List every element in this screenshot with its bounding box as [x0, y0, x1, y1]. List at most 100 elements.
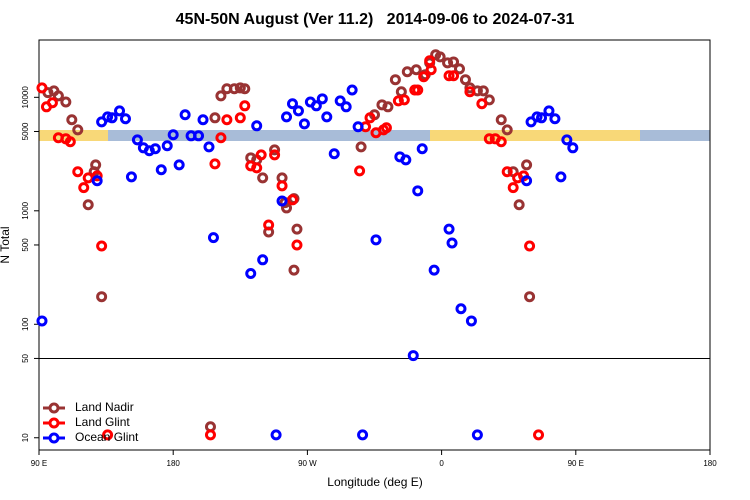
- point: [276, 195, 288, 207]
- legend-label: Land Nadir: [75, 400, 134, 414]
- point: [507, 182, 519, 194]
- point: [513, 199, 525, 211]
- point: [370, 234, 382, 246]
- point: [204, 429, 216, 441]
- point: [412, 185, 424, 197]
- point: [245, 268, 257, 280]
- point: [149, 143, 161, 155]
- x-tick-label: 90 W: [298, 459, 317, 468]
- point: [291, 239, 303, 251]
- point: [82, 172, 94, 184]
- point: [382, 101, 394, 113]
- point: [495, 114, 507, 126]
- x-tick-label: 0: [439, 459, 444, 468]
- point: [46, 97, 58, 109]
- point: [72, 166, 84, 178]
- point: [60, 96, 72, 108]
- point: [221, 114, 233, 126]
- ocean-band: [640, 130, 710, 141]
- point: [455, 303, 467, 315]
- point: [255, 149, 267, 161]
- point: [418, 71, 430, 83]
- point: [114, 105, 126, 117]
- point: [203, 141, 215, 153]
- point: [291, 223, 303, 235]
- point: [533, 429, 545, 441]
- y-tick-label: 10: [21, 433, 30, 442]
- y-tick-label: 50: [21, 353, 30, 362]
- point: [207, 232, 219, 244]
- point: [536, 112, 548, 124]
- point: [91, 175, 103, 187]
- point: [286, 98, 298, 110]
- point: [52, 90, 64, 102]
- point: [36, 82, 48, 94]
- point: [471, 429, 483, 441]
- series: [42, 49, 536, 433]
- point: [501, 124, 513, 136]
- point: [36, 315, 48, 327]
- point: [161, 140, 173, 152]
- series: [36, 55, 545, 441]
- point: [446, 237, 458, 249]
- point: [286, 194, 298, 206]
- point: [328, 148, 340, 160]
- point: [355, 141, 367, 153]
- point: [167, 129, 179, 141]
- point: [476, 98, 488, 110]
- point: [106, 112, 118, 124]
- point: [276, 180, 288, 192]
- point: [400, 154, 412, 166]
- point: [316, 93, 328, 105]
- legend-label: Land Glint: [75, 415, 130, 429]
- x-tick-label: 180: [703, 459, 717, 468]
- point: [239, 100, 251, 112]
- point: [352, 121, 364, 133]
- point: [96, 291, 108, 303]
- point: [410, 64, 422, 76]
- point: [555, 171, 567, 183]
- y-tick-label: 500: [21, 238, 30, 252]
- point: [561, 134, 573, 146]
- point: [269, 144, 281, 156]
- y-axis-label: N Total: [0, 226, 12, 263]
- point: [364, 112, 376, 124]
- point: [257, 172, 269, 184]
- point: [524, 240, 536, 252]
- point: [91, 170, 103, 182]
- point: [270, 429, 282, 441]
- point: [215, 90, 227, 102]
- point: [477, 85, 489, 97]
- point: [443, 223, 455, 235]
- point: [389, 74, 401, 86]
- land-band: [39, 130, 108, 141]
- point: [66, 114, 78, 126]
- chart-title: 45N-50N August (Ver 11.2) 2014-09-06 to …: [176, 11, 575, 28]
- point: [448, 56, 460, 68]
- series: [36, 84, 579, 441]
- point: [257, 254, 269, 266]
- point: [269, 149, 281, 161]
- y-tick-label: 5000: [21, 122, 30, 140]
- point: [96, 240, 108, 252]
- point: [412, 84, 424, 96]
- point: [82, 199, 94, 211]
- point: [407, 350, 419, 362]
- point: [464, 86, 476, 98]
- point: [357, 429, 369, 441]
- point: [197, 114, 209, 126]
- point: [524, 291, 536, 303]
- point: [78, 182, 90, 194]
- x-tick-label: 90 E: [568, 459, 584, 468]
- point: [209, 112, 221, 124]
- point: [310, 100, 322, 112]
- surface-band: [39, 130, 710, 141]
- point: [543, 105, 555, 117]
- point: [392, 95, 404, 107]
- y-tick-label: 1000: [21, 201, 30, 219]
- point: [340, 101, 352, 113]
- point: [72, 124, 84, 136]
- point: [179, 109, 191, 121]
- point: [424, 55, 436, 67]
- point: [173, 159, 185, 171]
